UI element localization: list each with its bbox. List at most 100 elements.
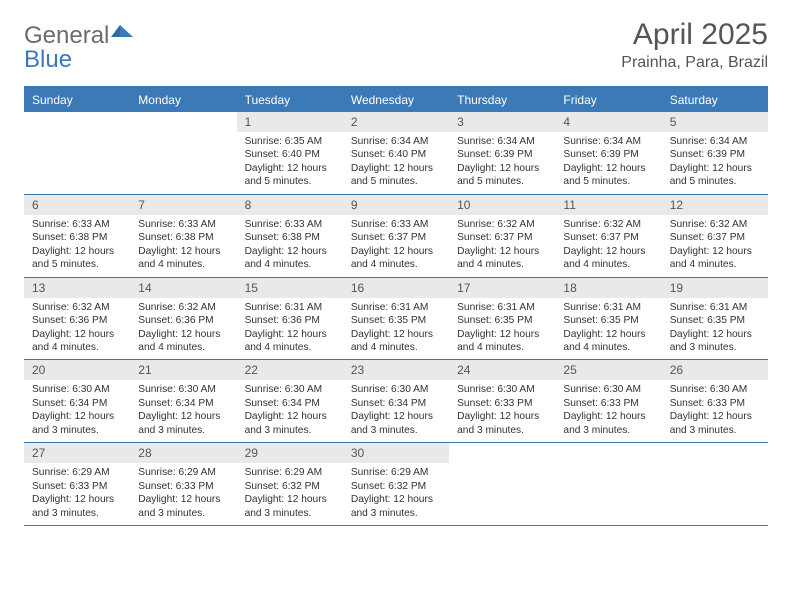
sunrise-text: Sunrise: 6:33 AM <box>32 218 122 231</box>
day-cell: 17Sunrise: 6:31 AMSunset: 6:35 PMDayligh… <box>449 278 555 360</box>
sunset-text: Sunset: 6:38 PM <box>138 231 228 244</box>
sunset-text: Sunset: 6:36 PM <box>245 314 335 327</box>
day-details: Sunrise: 6:31 AMSunset: 6:35 PMDaylight:… <box>662 298 768 360</box>
sunset-text: Sunset: 6:37 PM <box>670 231 760 244</box>
sunrise-text: Sunrise: 6:32 AM <box>138 301 228 314</box>
sunset-text: Sunset: 6:35 PM <box>351 314 441 327</box>
day-cell: 3Sunrise: 6:34 AMSunset: 6:39 PMDaylight… <box>449 112 555 194</box>
week-row: 13Sunrise: 6:32 AMSunset: 6:36 PMDayligh… <box>24 278 768 361</box>
title-block: April 2025 Prainha, Para, Brazil <box>621 18 768 72</box>
day-details: Sunrise: 6:30 AMSunset: 6:33 PMDaylight:… <box>555 380 661 442</box>
daylight-text: Daylight: 12 hours and 4 minutes. <box>138 328 228 355</box>
logo-mark-icon <box>111 18 133 42</box>
sunrise-text: Sunrise: 6:30 AM <box>563 383 653 396</box>
sunrise-text: Sunrise: 6:34 AM <box>351 135 441 148</box>
day-cell: 19Sunrise: 6:31 AMSunset: 6:35 PMDayligh… <box>662 278 768 360</box>
sunset-text: Sunset: 6:40 PM <box>351 148 441 161</box>
day-number: 23 <box>343 360 449 380</box>
day-cell: 20Sunrise: 6:30 AMSunset: 6:34 PMDayligh… <box>24 360 130 442</box>
sunset-text: Sunset: 6:32 PM <box>245 480 335 493</box>
daylight-text: Daylight: 12 hours and 4 minutes. <box>457 328 547 355</box>
day-number: 5 <box>662 112 768 132</box>
sunset-text: Sunset: 6:37 PM <box>563 231 653 244</box>
day-cell: 12Sunrise: 6:32 AMSunset: 6:37 PMDayligh… <box>662 195 768 277</box>
day-details: Sunrise: 6:29 AMSunset: 6:32 PMDaylight:… <box>237 463 343 525</box>
day-details: Sunrise: 6:34 AMSunset: 6:39 PMDaylight:… <box>662 132 768 194</box>
sunset-text: Sunset: 6:34 PM <box>245 397 335 410</box>
day-header: Saturday <box>662 88 768 112</box>
daylight-text: Daylight: 12 hours and 3 minutes. <box>32 493 122 520</box>
day-cell: 16Sunrise: 6:31 AMSunset: 6:35 PMDayligh… <box>343 278 449 360</box>
day-details: Sunrise: 6:33 AMSunset: 6:38 PMDaylight:… <box>130 215 236 277</box>
sunset-text: Sunset: 6:38 PM <box>245 231 335 244</box>
sunrise-text: Sunrise: 6:29 AM <box>32 466 122 479</box>
day-header: Tuesday <box>237 88 343 112</box>
sunset-text: Sunset: 6:39 PM <box>457 148 547 161</box>
day-cell: 24Sunrise: 6:30 AMSunset: 6:33 PMDayligh… <box>449 360 555 442</box>
daylight-text: Daylight: 12 hours and 5 minutes. <box>457 162 547 189</box>
day-number: 15 <box>237 278 343 298</box>
day-number: 27 <box>24 443 130 463</box>
daylight-text: Daylight: 12 hours and 3 minutes. <box>670 410 760 437</box>
daylight-text: Daylight: 12 hours and 4 minutes. <box>245 245 335 272</box>
logo: GeneralBlue <box>24 18 133 72</box>
sunset-text: Sunset: 6:36 PM <box>138 314 228 327</box>
day-cell: 25Sunrise: 6:30 AMSunset: 6:33 PMDayligh… <box>555 360 661 442</box>
day-details: Sunrise: 6:31 AMSunset: 6:35 PMDaylight:… <box>449 298 555 360</box>
empty-cell <box>449 443 555 525</box>
sunrise-text: Sunrise: 6:33 AM <box>138 218 228 231</box>
sunrise-text: Sunrise: 6:31 AM <box>457 301 547 314</box>
daylight-text: Daylight: 12 hours and 4 minutes. <box>563 245 653 272</box>
sunset-text: Sunset: 6:34 PM <box>351 397 441 410</box>
daylight-text: Daylight: 12 hours and 4 minutes. <box>351 245 441 272</box>
day-cell: 28Sunrise: 6:29 AMSunset: 6:33 PMDayligh… <box>130 443 236 525</box>
day-details: Sunrise: 6:33 AMSunset: 6:38 PMDaylight:… <box>237 215 343 277</box>
empty-cell <box>130 112 236 194</box>
sunrise-text: Sunrise: 6:34 AM <box>670 135 760 148</box>
day-cell: 7Sunrise: 6:33 AMSunset: 6:38 PMDaylight… <box>130 195 236 277</box>
day-cell: 30Sunrise: 6:29 AMSunset: 6:32 PMDayligh… <box>343 443 449 525</box>
day-cell: 18Sunrise: 6:31 AMSunset: 6:35 PMDayligh… <box>555 278 661 360</box>
day-cell: 13Sunrise: 6:32 AMSunset: 6:36 PMDayligh… <box>24 278 130 360</box>
daylight-text: Daylight: 12 hours and 3 minutes. <box>138 410 228 437</box>
day-cell: 5Sunrise: 6:34 AMSunset: 6:39 PMDaylight… <box>662 112 768 194</box>
sunset-text: Sunset: 6:32 PM <box>351 480 441 493</box>
sunrise-text: Sunrise: 6:32 AM <box>457 218 547 231</box>
day-details: Sunrise: 6:32 AMSunset: 6:37 PMDaylight:… <box>555 215 661 277</box>
sunset-text: Sunset: 6:37 PM <box>457 231 547 244</box>
day-details: Sunrise: 6:31 AMSunset: 6:35 PMDaylight:… <box>555 298 661 360</box>
location: Prainha, Para, Brazil <box>621 54 768 72</box>
day-cell: 4Sunrise: 6:34 AMSunset: 6:39 PMDaylight… <box>555 112 661 194</box>
week-row: 27Sunrise: 6:29 AMSunset: 6:33 PMDayligh… <box>24 443 768 526</box>
day-number: 18 <box>555 278 661 298</box>
daylight-text: Daylight: 12 hours and 4 minutes. <box>32 328 122 355</box>
daylight-text: Daylight: 12 hours and 3 minutes. <box>245 410 335 437</box>
sunset-text: Sunset: 6:34 PM <box>32 397 122 410</box>
day-number: 10 <box>449 195 555 215</box>
sunset-text: Sunset: 6:35 PM <box>563 314 653 327</box>
sunset-text: Sunset: 6:36 PM <box>32 314 122 327</box>
day-number: 7 <box>130 195 236 215</box>
day-details: Sunrise: 6:32 AMSunset: 6:36 PMDaylight:… <box>130 298 236 360</box>
sunset-text: Sunset: 6:40 PM <box>245 148 335 161</box>
daylight-text: Daylight: 12 hours and 5 minutes. <box>563 162 653 189</box>
daylight-text: Daylight: 12 hours and 4 minutes. <box>670 245 760 272</box>
day-details: Sunrise: 6:35 AMSunset: 6:40 PMDaylight:… <box>237 132 343 194</box>
daylight-text: Daylight: 12 hours and 4 minutes. <box>457 245 547 272</box>
day-number: 12 <box>662 195 768 215</box>
day-details: Sunrise: 6:30 AMSunset: 6:34 PMDaylight:… <box>237 380 343 442</box>
day-details: Sunrise: 6:29 AMSunset: 6:33 PMDaylight:… <box>130 463 236 525</box>
day-details: Sunrise: 6:30 AMSunset: 6:34 PMDaylight:… <box>343 380 449 442</box>
day-details: Sunrise: 6:29 AMSunset: 6:33 PMDaylight:… <box>24 463 130 525</box>
sunrise-text: Sunrise: 6:34 AM <box>457 135 547 148</box>
sunrise-text: Sunrise: 6:33 AM <box>351 218 441 231</box>
sunrise-text: Sunrise: 6:30 AM <box>670 383 760 396</box>
day-details: Sunrise: 6:34 AMSunset: 6:39 PMDaylight:… <box>555 132 661 194</box>
day-cell: 6Sunrise: 6:33 AMSunset: 6:38 PMDaylight… <box>24 195 130 277</box>
daylight-text: Daylight: 12 hours and 4 minutes. <box>245 328 335 355</box>
day-cell: 26Sunrise: 6:30 AMSunset: 6:33 PMDayligh… <box>662 360 768 442</box>
day-details: Sunrise: 6:31 AMSunset: 6:36 PMDaylight:… <box>237 298 343 360</box>
daylight-text: Daylight: 12 hours and 4 minutes. <box>351 328 441 355</box>
daylight-text: Daylight: 12 hours and 4 minutes. <box>138 245 228 272</box>
calendar: SundayMondayTuesdayWednesdayThursdayFrid… <box>24 86 768 526</box>
